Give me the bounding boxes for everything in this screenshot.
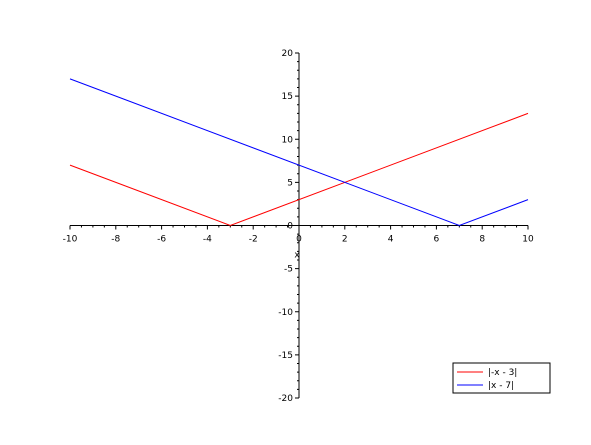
- y-tick-label: 15: [282, 92, 293, 102]
- y-tick-label: 0: [287, 222, 293, 232]
- y-tick-label: -5: [284, 265, 293, 275]
- y-tick-label: -20: [278, 394, 293, 404]
- x-tick-label: 0: [296, 235, 302, 245]
- x-tick-label: -6: [157, 235, 166, 245]
- y-tick-label: -15: [278, 351, 293, 361]
- series-layer: [69, 78, 529, 227]
- y-tick-label: 20: [282, 49, 294, 59]
- x-tick-label: -8: [111, 235, 120, 245]
- x-tick-label: 4: [388, 235, 394, 245]
- y-tick-label: 10: [282, 135, 294, 145]
- x-tick-label: -2: [249, 235, 258, 245]
- x-tick-label: -4: [203, 235, 212, 245]
- legend: |-x - 3| |x - 7|: [452, 362, 551, 394]
- y-tick-label: 5: [287, 178, 293, 188]
- legend-label-1: |x - 7|: [488, 381, 514, 391]
- legend-box: [452, 362, 551, 394]
- x-tick-label: 10: [522, 235, 534, 245]
- legend-label-0: |-x - 3|: [488, 368, 517, 378]
- x-axis-label: x: [294, 251, 300, 261]
- series-line-1: [69, 78, 529, 227]
- x-tick-label: 6: [434, 235, 440, 245]
- series-line-0: [69, 112, 529, 227]
- y-tick-label: -10: [278, 308, 293, 318]
- x-tick-label: 2: [342, 235, 348, 245]
- x-tick-label: -10: [63, 235, 78, 245]
- x-tick-label: 8: [479, 235, 485, 245]
